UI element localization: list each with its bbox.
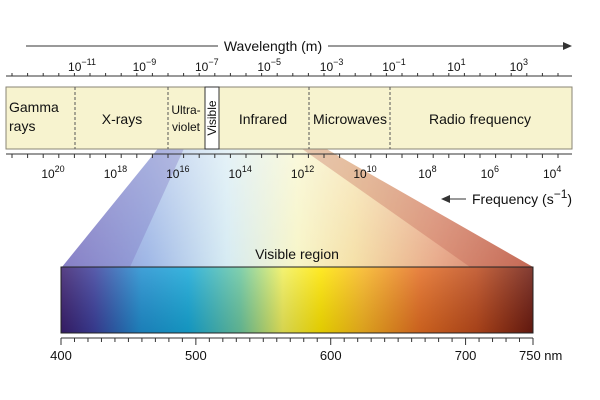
nm-tick-label: 500 bbox=[185, 348, 207, 363]
nm-tick-label: 400 bbox=[50, 348, 72, 363]
visible-strip bbox=[204, 86, 220, 150]
band-uv-line2: violet bbox=[172, 120, 201, 134]
band-radio: Radio frequency bbox=[429, 111, 531, 127]
wavelength-tick-label: 103 bbox=[510, 57, 528, 74]
nm-tick-label: 750 nm bbox=[519, 348, 562, 363]
band-infrared: Infrared bbox=[239, 111, 287, 127]
nm-ruler-ticks bbox=[60, 338, 534, 345]
frequency-tick-label: 1010 bbox=[353, 164, 376, 181]
frequency-arrowhead bbox=[441, 195, 450, 203]
nm-tick-labels: 400 500 600 700 750 nm bbox=[50, 348, 562, 363]
frequency-tick-label: 1016 bbox=[166, 164, 189, 181]
frequency-tick-label: 104 bbox=[543, 164, 561, 181]
frequency-axis-title: Frequency (s−1) bbox=[472, 187, 572, 207]
wavelength-tick-label: 10−5 bbox=[257, 57, 281, 74]
frequency-tick-label: 1012 bbox=[291, 164, 314, 181]
bottom-ruler-ticks bbox=[11, 154, 559, 158]
frequency-tick-label: 1014 bbox=[229, 164, 252, 181]
wavelength-tick-label: 10−1 bbox=[382, 57, 406, 74]
wavelength-tick-label: 10−7 bbox=[195, 57, 219, 74]
wavelength-tick-label: 101 bbox=[447, 57, 465, 74]
band-microwaves: Microwaves bbox=[313, 111, 387, 127]
top-ruler-ticks bbox=[11, 73, 559, 76]
wavelength-tick-label: 10−3 bbox=[320, 57, 344, 74]
frequency-tick-labels: 1020 1018 1016 1014 1012 1010 108 106 104 bbox=[41, 164, 561, 181]
frequency-tick-label: 106 bbox=[481, 164, 499, 181]
wavelength-tick-label: 10−9 bbox=[133, 57, 157, 74]
band-gamma-line2: rays bbox=[9, 118, 35, 134]
visible-spectrum-bar-border bbox=[60, 266, 534, 334]
band-xrays: X-rays bbox=[102, 111, 142, 127]
wavelength-arrowhead bbox=[563, 42, 572, 50]
band-gamma-line1: Gamma bbox=[9, 99, 59, 115]
wavelength-tick-label: 10−11 bbox=[68, 57, 96, 74]
visible-region-title: Visible region bbox=[255, 246, 339, 262]
frequency-tick-label: 1020 bbox=[41, 164, 64, 181]
wavelength-tick-labels: 10−11 10−9 10−7 10−5 10−3 10−1 101 103 bbox=[68, 57, 528, 74]
frequency-tick-label: 1018 bbox=[104, 164, 127, 181]
band-visible: Visible bbox=[205, 100, 219, 135]
frequency-tick-label: 108 bbox=[418, 164, 436, 181]
band-uv-line1: Ultra- bbox=[171, 103, 200, 117]
nm-tick-label: 600 bbox=[320, 348, 342, 363]
spectrum-band bbox=[5, 86, 573, 150]
wavelength-axis-title: Wavelength (m) bbox=[224, 38, 322, 54]
nm-tick-label: 700 bbox=[455, 348, 477, 363]
visible-spectrum-bar-shade bbox=[61, 267, 533, 333]
